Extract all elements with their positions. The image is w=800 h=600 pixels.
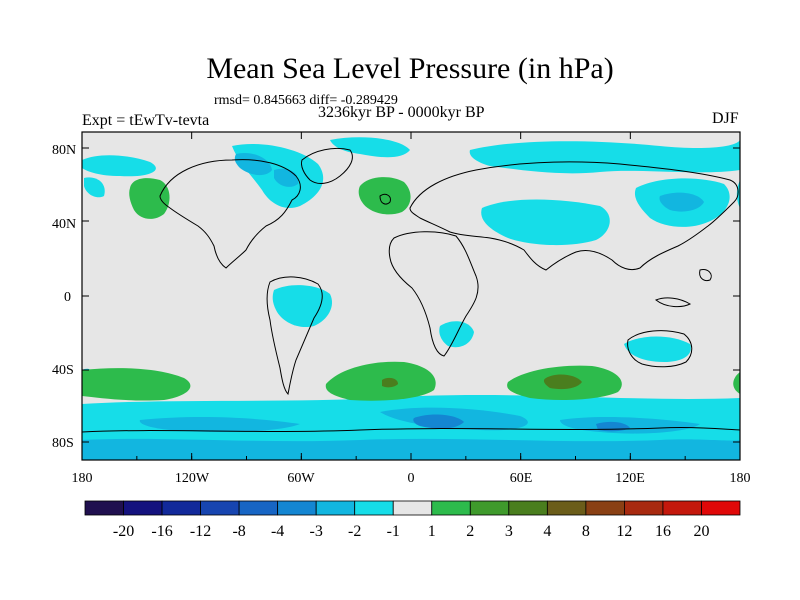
rmsd-diff-stats: rmsd= 0.845663 diff= -0.289429 bbox=[214, 93, 398, 108]
lon-tick-label: 60W bbox=[287, 471, 315, 486]
colorbar-label: 8 bbox=[582, 523, 590, 540]
lon-tick-label: 120W bbox=[175, 471, 210, 486]
lon-tick-label: 120E bbox=[615, 471, 645, 486]
moderate-negative-regions bbox=[82, 152, 740, 460]
colorbar-label: -12 bbox=[190, 523, 211, 540]
colorbar-swatch bbox=[277, 500, 317, 516]
colorbar-label: 2 bbox=[466, 523, 474, 540]
colorbar-label: 16 bbox=[655, 523, 671, 540]
colorbar-label: 1 bbox=[428, 523, 436, 540]
colorbar-swatch bbox=[508, 500, 548, 516]
colorbar-label: 20 bbox=[693, 523, 709, 540]
colorbar bbox=[84, 500, 741, 516]
coastlines bbox=[82, 147, 740, 433]
colorbar-swatch bbox=[585, 500, 625, 516]
colorbar-label: -16 bbox=[151, 523, 172, 540]
lon-tick-label: 180 bbox=[730, 471, 751, 486]
lat-tick-label: 40S bbox=[52, 363, 74, 378]
colorbar-label: 4 bbox=[543, 523, 551, 540]
latitude-axis: 80N 40N 0 40S 80S bbox=[52, 143, 76, 451]
lat-tick-label: 80N bbox=[52, 143, 76, 158]
colorbar-swatch bbox=[392, 500, 433, 516]
colorbar-label: -2 bbox=[348, 523, 361, 540]
longitude-axis: 180 120W 60W 0 60E 120E 180 bbox=[72, 471, 751, 486]
colorbar-label: -20 bbox=[113, 523, 134, 540]
colorbar-swatch bbox=[84, 500, 124, 516]
time-period-label: 3236kyr BP - 0000kyr BP bbox=[318, 104, 485, 121]
colorbar-label: -8 bbox=[232, 523, 245, 540]
axis-ticks bbox=[81, 132, 741, 460]
lon-tick-label: 0 bbox=[408, 471, 415, 486]
lat-tick-label: 80S bbox=[52, 436, 74, 451]
strong-positive-regions bbox=[382, 374, 582, 390]
colorbar-swatch bbox=[624, 500, 664, 516]
positive-anomaly-regions bbox=[82, 177, 740, 401]
colorbar-swatch bbox=[469, 500, 510, 516]
colorbar-swatch bbox=[315, 500, 356, 516]
colorbar-swatch bbox=[161, 500, 201, 516]
season-label: DJF bbox=[712, 110, 739, 127]
colorbar-swatch bbox=[123, 500, 163, 516]
lat-tick-label: 0 bbox=[64, 290, 71, 305]
colorbar-swatch bbox=[546, 500, 587, 516]
colorbar-label: -3 bbox=[310, 523, 323, 540]
colorbar-swatch bbox=[662, 500, 702, 516]
plot-title: Mean Sea Level Pressure (in hPa) bbox=[206, 52, 614, 85]
colorbar-labels: -20 -16 -12 -8 -4 -3 -2 -1 1 2 3 4 8 12 16 20 bbox=[113, 523, 710, 540]
colorbar-swatch bbox=[701, 500, 741, 516]
lon-tick-label: 60E bbox=[510, 471, 533, 486]
colorbar-label: 12 bbox=[616, 523, 632, 540]
colorbar-swatch bbox=[238, 500, 279, 516]
colorbar-swatch bbox=[200, 500, 240, 516]
colorbar-label: -1 bbox=[387, 523, 400, 540]
experiment-label: Expt = tEwTv-tevta bbox=[82, 112, 210, 129]
colorbar-swatch bbox=[431, 500, 471, 516]
lon-tick-label: 180 bbox=[72, 471, 93, 486]
colorbar-label: 3 bbox=[505, 523, 513, 540]
lat-tick-label: 40N bbox=[52, 217, 76, 232]
map-field bbox=[82, 132, 740, 460]
colorbar-swatch bbox=[354, 500, 394, 516]
colorbar-label: -4 bbox=[271, 523, 284, 540]
